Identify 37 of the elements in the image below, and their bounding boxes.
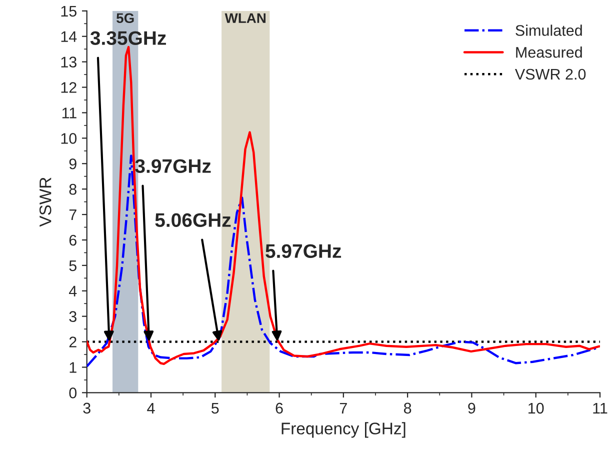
y-tick-label: 4	[68, 286, 77, 296]
y-axis-title: VSWR	[39, 178, 52, 227]
band-label: 5G	[116, 13, 134, 24]
x-tick-label: 10	[528, 402, 544, 414]
x-tick-label: 5	[212, 402, 219, 414]
y-tick-label: 11	[62, 108, 76, 118]
x-tick-label: 11	[593, 402, 608, 414]
x-tick-label: 3	[83, 402, 90, 414]
annotation: 5.97GHz	[266, 244, 342, 258]
y-tick-label: 12	[61, 82, 76, 93]
y-tick-label: 15	[61, 6, 76, 17]
x-tick-label: 7	[340, 402, 347, 414]
annotation: 3.35GHz	[90, 31, 166, 46]
line-series	[86, 46, 600, 366]
y-tick-label: 10	[61, 133, 77, 144]
y-tick-label: 13	[61, 56, 76, 68]
legend-label: Simulated	[516, 24, 582, 36]
y-tick-label: 1	[70, 362, 76, 373]
x-axis-title: Frequency [GHz]	[282, 422, 406, 438]
y-tick-label: 5	[69, 260, 76, 272]
legend-label: VSWR 2.0	[514, 68, 586, 80]
annotation: 3.97GHz	[135, 159, 211, 174]
y-tick-label: 14	[61, 31, 77, 42]
annotation: 5.06GHz	[155, 213, 231, 227]
band-label: WLAN	[224, 13, 266, 23]
x-tick-label: 4	[147, 402, 155, 414]
y-tick-label: 8	[69, 184, 76, 195]
y-tick-label: 6	[69, 234, 76, 246]
y-tick-label: 2	[69, 336, 76, 348]
y-tick-label: 3	[69, 311, 76, 322]
x-tick-label: 9	[468, 402, 476, 414]
legend-label: Measured	[516, 46, 582, 58]
y-tick-label: 7	[69, 210, 76, 220]
x-tick-label: 6	[276, 402, 283, 414]
y-tick-label: 0	[69, 388, 77, 398]
x-tick-label: 8	[404, 402, 412, 414]
y-tick-label: 9	[69, 158, 76, 170]
